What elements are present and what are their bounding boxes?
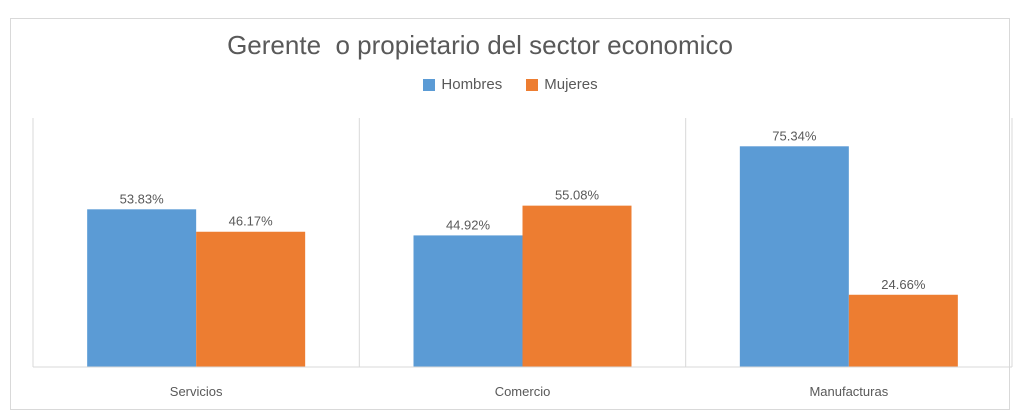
tick-label-comercio: Comercio: [495, 384, 551, 399]
bar-hombres-manufacturas: [739, 146, 849, 367]
bar-mujeres-servicios: [196, 231, 306, 367]
legend-swatch-hombres: [423, 78, 436, 91]
bar-mujeres-manufacturas: [848, 294, 958, 367]
legend-swatch-mujeres: [526, 78, 539, 91]
legend-item-hombres: Hombres: [423, 76, 502, 93]
legend-label-hombres: Hombres: [441, 76, 503, 93]
data-labels: 53.83% 46.17% 44.92% 55.08% 75.34% 24.66%: [120, 128, 926, 291]
bar-mujeres-comercio: [522, 205, 632, 367]
chart-title: Gerente o propietario del sector economi…: [227, 30, 733, 60]
data-label-hombres-comercio: 44.92%: [446, 217, 491, 232]
bars: [87, 146, 958, 367]
data-label-mujeres-manufacturas: 24.66%: [881, 277, 926, 292]
category-tick-labels: Servicios Comercio Manufacturas: [170, 384, 889, 399]
bar-hombres-comercio: [413, 235, 523, 367]
data-label-hombres-manufacturas: 75.34%: [772, 128, 817, 143]
category-separators: [32, 118, 1013, 367]
data-label-mujeres-comercio: 55.08%: [555, 188, 600, 203]
legend: Hombres Mujeres: [0, 76, 1021, 93]
data-label-mujeres-servicios: 46.17%: [229, 214, 274, 229]
bar-hombres-servicios: [87, 209, 197, 367]
legend-item-mujeres: Mujeres: [526, 76, 598, 93]
tick-label-manufacturas: Manufacturas: [809, 384, 888, 399]
tick-label-servicios: Servicios: [170, 384, 223, 399]
data-label-hombres-servicios: 53.83%: [120, 191, 165, 206]
legend-label-mujeres: Mujeres: [544, 76, 598, 93]
